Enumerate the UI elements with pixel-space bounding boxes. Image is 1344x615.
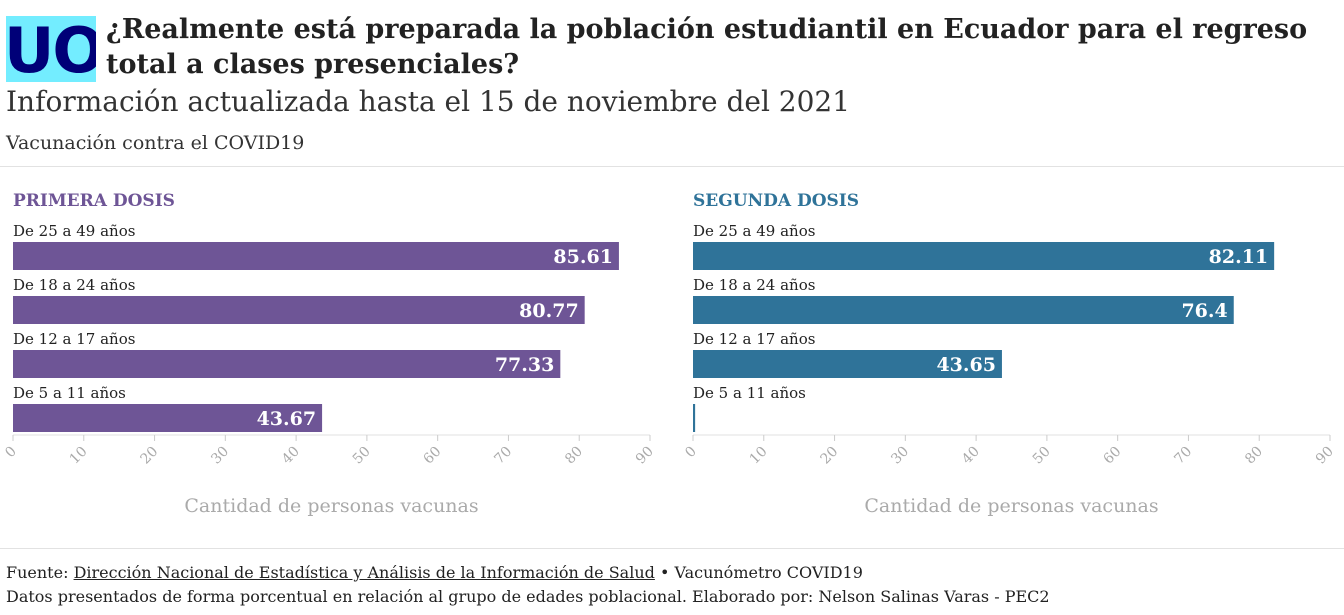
footer-source-link[interactable]: Dirección Nacional de Estadística y Anál… [73, 563, 655, 582]
category-label: De 18 a 24 años [693, 276, 815, 294]
category-label: De 18 a 24 años [13, 276, 135, 294]
bar-value-label: 43.65 [936, 354, 996, 376]
category-label: De 5 a 11 años [693, 384, 806, 402]
category-label: De 12 a 17 años [13, 330, 135, 348]
x-tick-label: 50 [1030, 444, 1054, 468]
x-tick-label: 70 [491, 444, 515, 468]
x-axis-label: Cantidad de personas vacunas [184, 495, 478, 517]
chart-title-segunda: SEGUNDA DOSIS [693, 191, 859, 211]
category-label: De 25 a 49 años [13, 222, 135, 240]
page-subtitle: Información actualizada hasta el 15 de n… [6, 85, 851, 118]
footer-note: Datos presentados de forma porcentual en… [6, 587, 1050, 606]
x-tick-label: 70 [1171, 444, 1195, 468]
uoc-logo: UOC [6, 16, 96, 82]
bar-value-label: 85.61 [553, 246, 613, 268]
uoc-logo-text: UOC [6, 16, 96, 82]
bar [693, 404, 696, 432]
x-tick-label: 50 [350, 444, 374, 468]
bar [693, 296, 1234, 324]
x-axis-label: Cantidad de personas vacunas [864, 495, 1158, 517]
x-tick-label: 30 [888, 444, 912, 468]
footer-source-suffix: • Vacunómetro COVID19 [654, 563, 863, 582]
page-title: ¿Realmente está preparada la población e… [106, 14, 1308, 80]
x-tick-label: 20 [817, 444, 841, 468]
x-tick-label: 80 [562, 444, 586, 468]
bar [13, 404, 323, 432]
vaccination-charts: PRIMERA DOSIS De 25 a 49 años 85.61 De 18 a… [2, 191, 1337, 517]
bar-value-label: 77.33 [495, 354, 555, 376]
header-divider [0, 166, 1344, 167]
bar [13, 242, 619, 270]
bar-value-label: 82.11 [1209, 246, 1269, 268]
x-tick-label: 0 [682, 444, 700, 462]
bar [693, 350, 1002, 378]
footer-source: Fuente: Dirección Nacional de Estadístic… [6, 562, 863, 584]
x-tick-label: 10 [67, 444, 91, 468]
bar-value-label: 76.4 [1181, 300, 1227, 322]
chart-title-primera: PRIMERA DOSIS [13, 191, 175, 211]
x-tick-label: 20 [137, 444, 161, 468]
footer-divider [0, 548, 1344, 549]
page-description: Vacunación contra el COVID19 [6, 132, 305, 154]
bar [693, 242, 1275, 270]
x-tick-label: 10 [747, 444, 771, 468]
bar-value-label: 80.77 [519, 300, 579, 322]
category-label: De 5 a 11 años [13, 384, 126, 402]
bar [13, 296, 585, 324]
footer-source-prefix: Fuente: [6, 563, 74, 582]
bar [13, 350, 561, 378]
x-tick-label: 40 [959, 444, 983, 468]
category-label: De 12 a 17 años [693, 330, 815, 348]
x-tick-label: 30 [208, 444, 232, 468]
x-tick-label: 90 [633, 444, 657, 468]
x-tick-label: 60 [1101, 444, 1125, 468]
bar-value-label: 43.67 [257, 408, 317, 430]
x-tick-label: 90 [1313, 444, 1337, 468]
x-tick-label: 40 [279, 444, 303, 468]
x-tick-label: 80 [1242, 444, 1266, 468]
x-tick-label: 0 [2, 444, 20, 462]
x-tick-label: 60 [421, 444, 445, 468]
category-label: De 25 a 49 años [693, 222, 815, 240]
